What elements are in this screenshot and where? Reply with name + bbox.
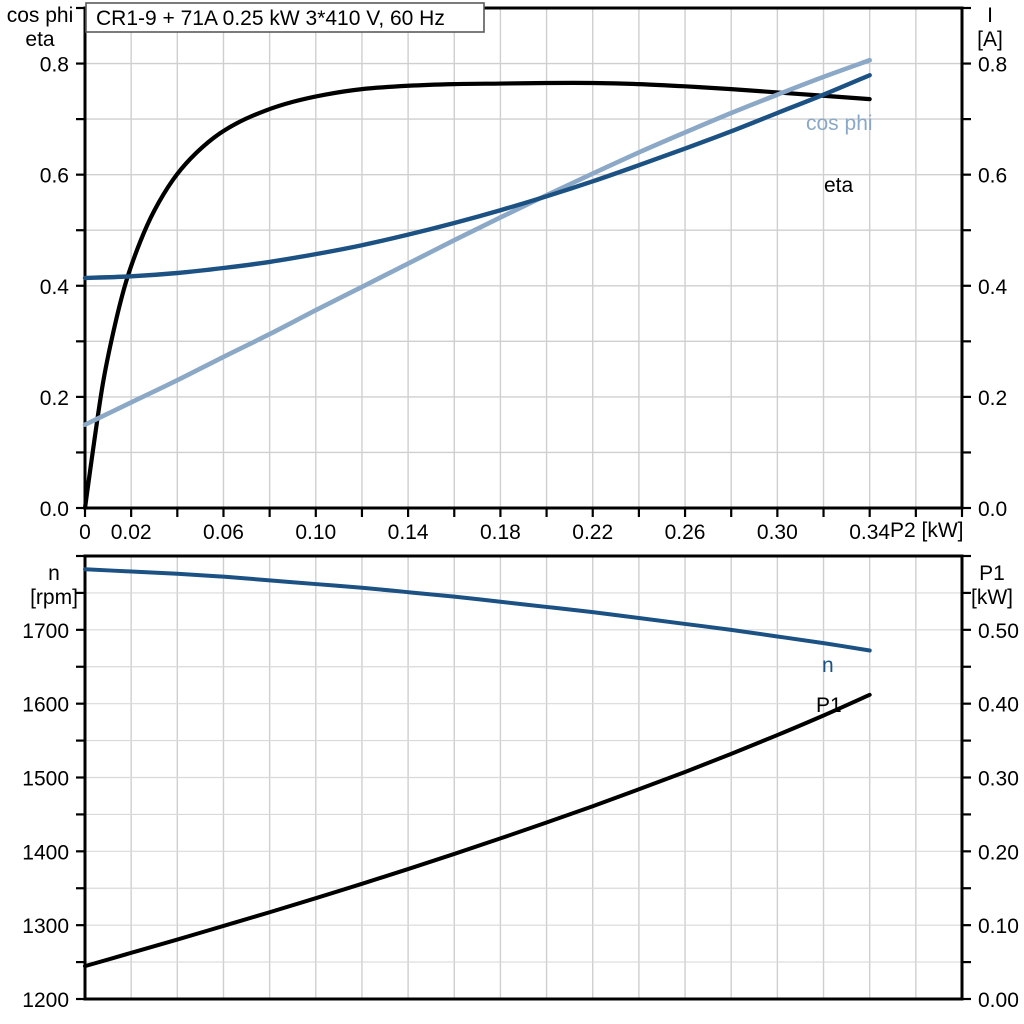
y-tick-label-left: 1600 — [22, 694, 69, 717]
chart-page: 0 0.02 0.06 0.10 0.14 0.18 0.22 0.26 0.30 0.34 0.… — [0, 0, 1024, 1024]
y-tick-label-left: 1700 — [22, 620, 69, 643]
y-tick-label-left: 0.6 — [40, 165, 69, 188]
y-tick-label-left: 1500 — [22, 768, 69, 791]
x-tick-label: 0.14 — [388, 521, 429, 544]
y-tick-label-left: 1400 — [22, 841, 69, 864]
y-tick-label-left: 0.0 — [40, 498, 69, 521]
y-tick-label-right: 0.20 — [978, 841, 1019, 864]
y-tick-label-left: 1300 — [22, 915, 69, 938]
bottom-chart-gridlines — [85, 556, 962, 999]
top-chart-x-tick-labels: 0 0.02 0.06 0.10 0.14 0.18 0.22 0.26 0.30 0.34 — [79, 521, 890, 544]
y-tick-label-right: 0.10 — [978, 915, 1019, 938]
x-tick-label: 0.26 — [665, 521, 706, 544]
top-chart: 0 0.02 0.06 0.10 0.14 0.18 0.22 0.26 0.30 0.34 0.… — [7, 3, 1008, 544]
bottom-left-axis-label-line2: [rpm] — [30, 586, 78, 609]
y-tick-label-right: 0.8 — [978, 54, 1007, 77]
pump-performance-figure: 0 0.02 0.06 0.10 0.14 0.18 0.22 0.26 0.30 0.34 0.… — [0, 0, 1024, 1024]
bottom-right-axis-label-line2: [kW] — [971, 586, 1013, 609]
y-tick-label-right: 0.40 — [978, 694, 1019, 717]
bottom-chart-y-tick-labels-left: 1200 1300 1400 1500 1600 1700 — [22, 620, 69, 1012]
top-x-axis-label: P2 [kW] — [890, 519, 964, 542]
curve-label-power-input: P1 — [816, 694, 842, 717]
y-tick-label-right: 0.00 — [978, 989, 1019, 1012]
curve-eta — [85, 83, 870, 508]
x-tick-label: 0.02 — [111, 521, 152, 544]
y-tick-label-left: 1200 — [22, 989, 69, 1012]
x-tick-label: 0.18 — [480, 521, 521, 544]
top-chart-y-tick-labels-right: 0.0 0.2 0.4 0.6 0.8 — [978, 54, 1008, 521]
curve-label-eta: eta — [824, 174, 854, 197]
x-tick-label: 0.06 — [203, 521, 244, 544]
bottom-left-axis-label-line1: n — [48, 562, 60, 585]
y-tick-label-right: 0.4 — [978, 276, 1008, 299]
curve-label-speed: n — [822, 654, 834, 677]
bottom-right-axis-label-line1: P1 — [979, 562, 1005, 585]
x-tick-label: 0.10 — [295, 521, 336, 544]
top-right-axis-label-line2: [A] — [977, 28, 1003, 51]
top-chart-y-tick-labels-left: 0.0 0.2 0.4 0.6 0.8 — [40, 54, 70, 521]
y-tick-label-left: 0.2 — [40, 387, 69, 410]
y-tick-label-left: 0.8 — [40, 54, 69, 77]
bottom-chart-y-tick-labels-right: 0.00 0.10 0.20 0.30 0.40 0.50 — [978, 620, 1019, 1012]
x-tick-label: 0 — [79, 521, 91, 544]
y-tick-label-left: 0.4 — [40, 276, 70, 299]
y-tick-label-right: 0.50 — [978, 620, 1019, 643]
top-right-axis-label-line1: I — [987, 4, 993, 27]
bottom-chart: 1200 1300 1400 1500 1600 1700 0.00 0.10 0.20 0.3… — [22, 556, 1019, 1012]
top-left-axis-label-line2: eta — [25, 28, 55, 51]
x-tick-label: 0.22 — [572, 521, 613, 544]
y-tick-label-right: 0.30 — [978, 768, 1019, 791]
y-tick-label-right: 0.6 — [978, 165, 1007, 188]
x-tick-label: 0.30 — [757, 521, 798, 544]
y-tick-label-right: 0.2 — [978, 387, 1007, 410]
curve-label-cos-phi: cos phi — [806, 112, 873, 135]
top-left-axis-label-line1: cos phi — [7, 4, 74, 27]
curve-cos-phi — [85, 60, 870, 424]
chart-title: CR1-9 + 71A 0.25 kW 3*410 V, 60 Hz — [96, 7, 445, 30]
x-tick-label: 0.34 — [849, 521, 890, 544]
curve-speed — [85, 569, 870, 650]
y-tick-label-right: 0.0 — [978, 498, 1007, 521]
